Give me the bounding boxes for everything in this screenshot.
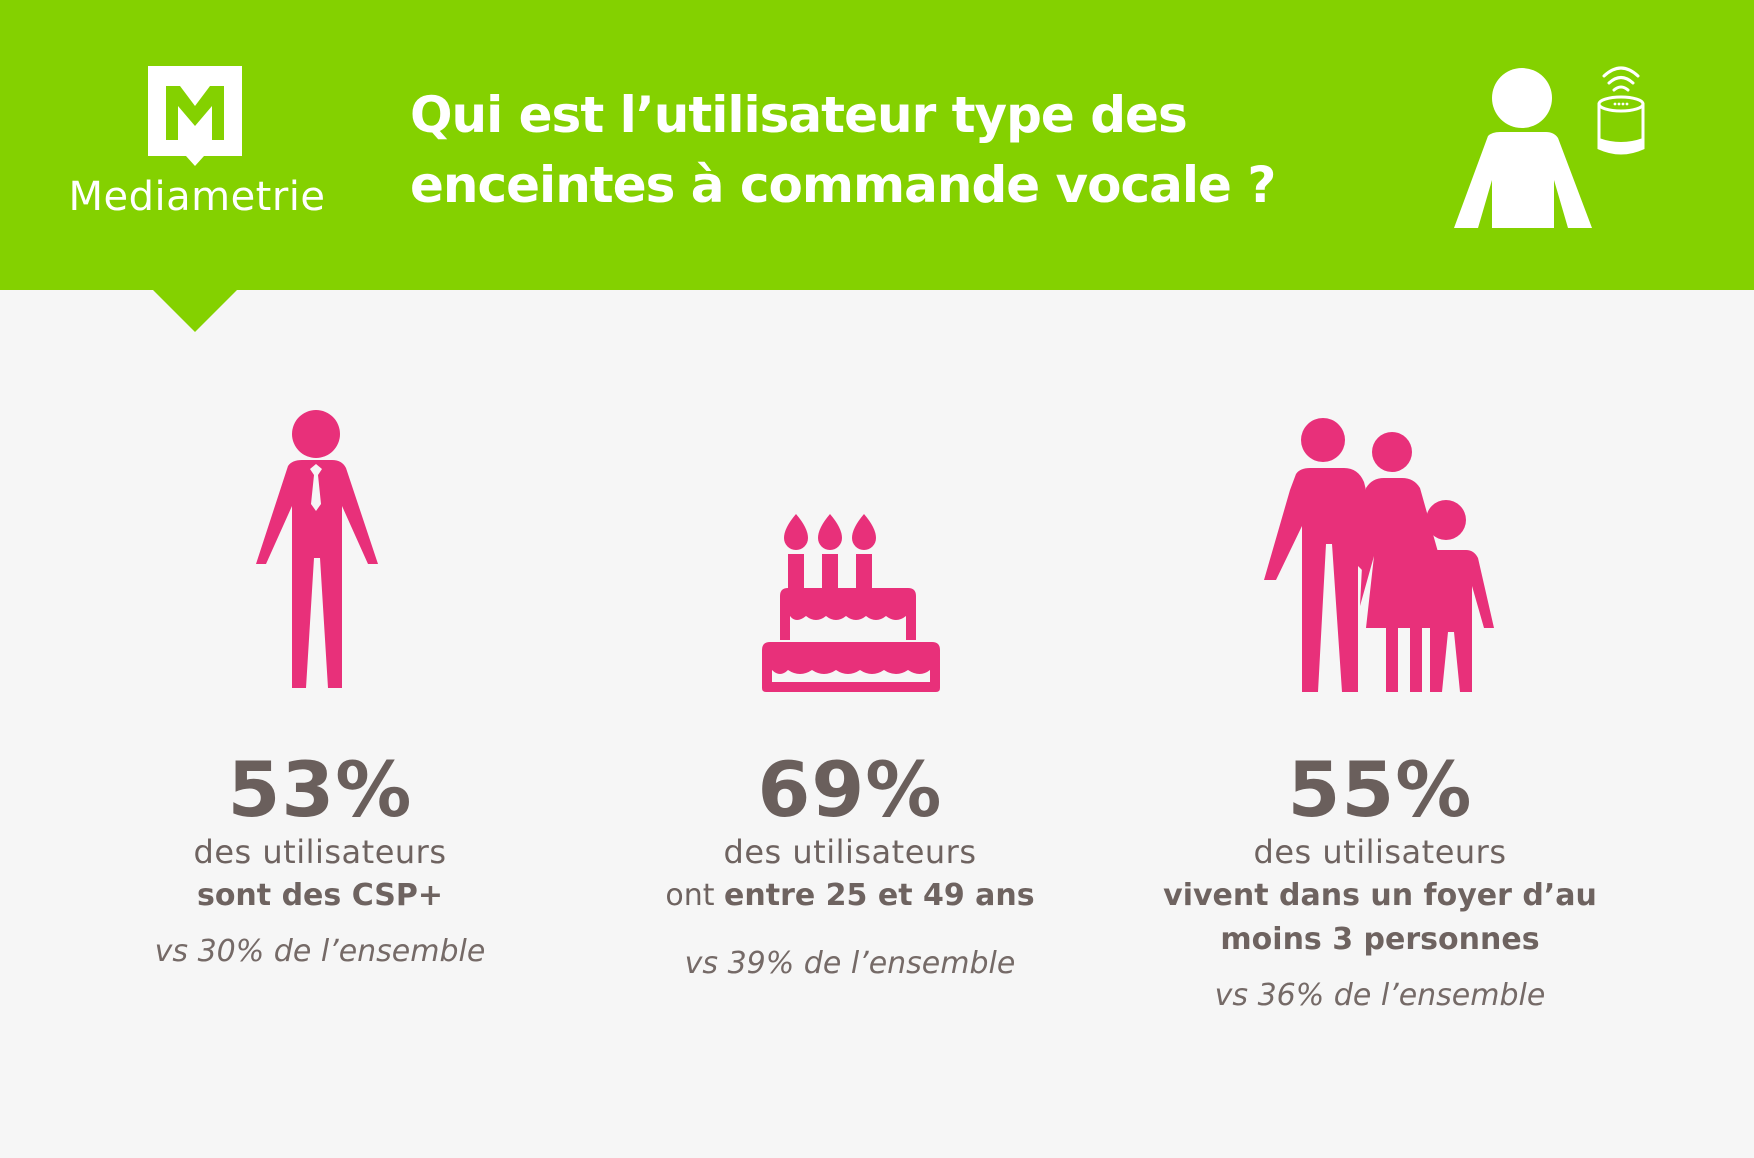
title-line-2: enceintes à commande vocale ? [410,156,1276,214]
person-icon [1454,68,1592,228]
stat-csp: 53% des utilisateurs sont des CSP+ vs 30… [110,750,530,972]
header-band: Mediametrie Qui est l’utilisateur type d… [0,0,1754,290]
page-title: Qui est l’utilisateur type des enceintes… [410,80,1370,220]
mediametrie-m-logo-icon [148,66,242,166]
stat-age: 69% des utilisateurs ont entre 25 et 49 … [630,750,1070,984]
stat-comparison: vs 39% de l’ensemble [684,946,1016,981]
stat-description-bold: entre 25 et 49 ans [724,878,1035,913]
stat-subject: des utilisateurs [723,833,977,871]
birthday-cake-icon [762,514,940,692]
stat-description: sont des CSP+ [110,874,530,918]
stat-household: 55% des utilisateurs vivent dans un foye… [1130,750,1630,1016]
stat-subject: des utilisateurs [193,833,447,871]
header-pointer [152,289,238,332]
stat-subject: des utilisateurs [1253,833,1507,871]
stat-description: ont entre 25 et 49 ans [630,874,1070,918]
stat-description: vivent dans un foyer d’au [1130,874,1630,918]
title-line-1: Qui est l’utilisateur type des [410,86,1188,144]
smart-speaker-icon [1597,66,1645,155]
stat-description-bold: vivent dans un foyer d’au [1163,878,1597,913]
stat-value: 55% [1287,745,1473,834]
brand-name: Mediametrie [68,174,326,220]
businessman-icon [256,410,378,688]
stat-description-bold: sont des CSP+ [196,878,444,913]
stat-description-bold: moins 3 personnes [1220,922,1540,957]
stat-comparison: vs 30% de l’ensemble [154,934,486,969]
stat-description-prefix: ont [665,878,725,913]
stat-description-line-2: moins 3 personnes [1130,918,1630,962]
stat-value: 53% [227,745,413,834]
stat-comparison: vs 36% de l’ensemble [1214,978,1546,1013]
stat-value: 69% [757,745,943,834]
family-icon [1264,418,1494,692]
